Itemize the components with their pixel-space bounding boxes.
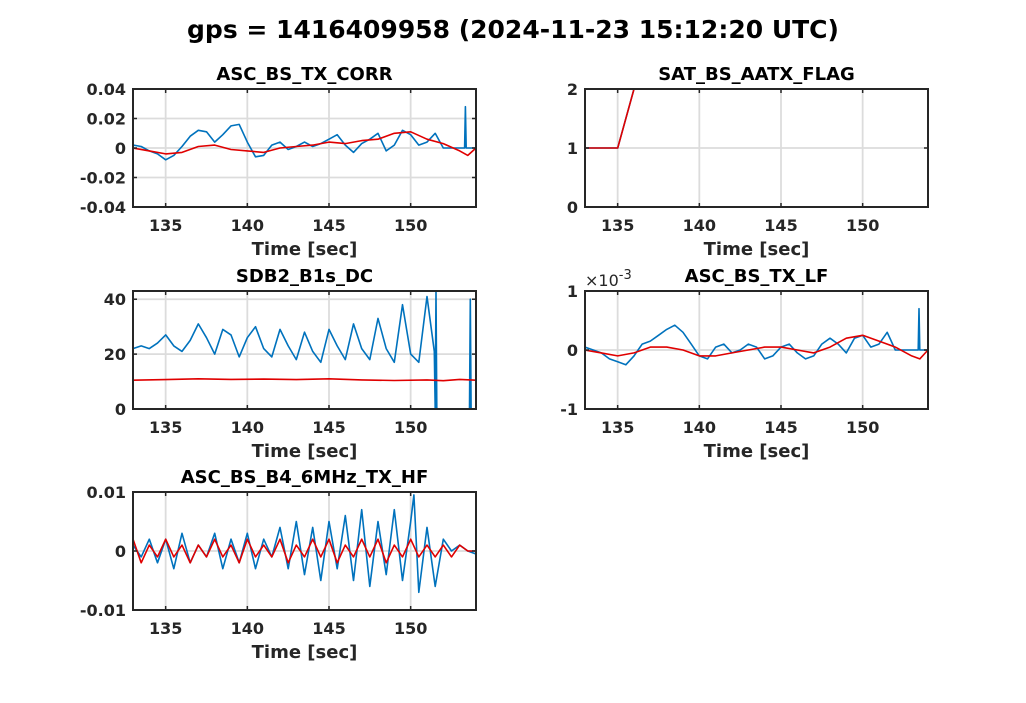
x-tick-label: 135 (149, 216, 182, 235)
y-tick-label: 2 (567, 80, 578, 99)
x-tick-label: 150 (394, 619, 427, 638)
y-tick-label: 0 (115, 542, 126, 561)
y-tick-label: 1 (567, 282, 578, 301)
x-tick-label: 150 (846, 418, 879, 437)
x-tick-label: 135 (149, 619, 182, 638)
subplot-title: ASC_BS_TX_CORR (216, 64, 392, 85)
subplot-5: 135 140 145 150 -0.01 0 0.01 ASC_BS_B4_6MHz_TX_… (80, 467, 477, 663)
y-tick-label: 20 (104, 345, 126, 364)
y-tick-label: 0 (567, 341, 578, 360)
subplot-3: 135 140 145 150 0 20 40 SDB2_B1s_DC Time [sec] (104, 266, 477, 462)
subplot-1: 135 140 145 150 -0.04 -0.02 0 0.02 0.04 ASC_BS_TX… (80, 64, 477, 260)
x-tick-label: 135 (149, 418, 182, 437)
series-red-line (133, 538, 476, 564)
y-tick-label: 0.04 (87, 80, 126, 99)
series-blue-line (133, 291, 476, 409)
y-tick-label: 0.02 (87, 110, 126, 129)
x-axis-label: Time [sec] (704, 441, 810, 462)
x-tick-label: 140 (683, 418, 716, 437)
y-tick-label: 0 (567, 198, 578, 217)
x-tick-label: 135 (601, 216, 634, 235)
axis-exponent-label: ×10-3 (585, 268, 632, 290)
x-tick-label: 140 (231, 216, 264, 235)
x-tick-label: 145 (312, 418, 345, 437)
series-red-line (133, 377, 476, 382)
figure-suptitle: gps = 1416409958 (2024-11-23 15:12:20 UT… (187, 15, 839, 44)
y-tick-label: -0.02 (80, 169, 126, 188)
plot-area (133, 291, 476, 409)
subplot-4: 135 140 145 150 -1 0 1 ASC_BS_TX_LF Time [sec] ×1… (560, 266, 929, 462)
y-tick-label: 0 (115, 139, 126, 158)
y-tick-label: -0.04 (80, 198, 126, 217)
subplot-title: SAT_BS_AATX_FLAG (658, 64, 855, 85)
x-tick-label: 140 (231, 418, 264, 437)
subplot-title: ASC_BS_B4_6MHz_TX_HF (181, 467, 429, 488)
x-tick-label: 135 (601, 418, 634, 437)
x-tick-label: 145 (764, 216, 797, 235)
x-tick-label: 145 (312, 216, 345, 235)
y-tick-label: -1 (560, 400, 578, 419)
x-axis-label: Time [sec] (252, 642, 358, 663)
x-tick-label: 150 (394, 216, 427, 235)
y-tick-label: 0 (115, 400, 126, 419)
series-red-line (133, 131, 476, 157)
x-tick-label: 140 (231, 619, 264, 638)
y-tick-label: 0.01 (87, 483, 126, 502)
subplot-title: ASC_BS_TX_LF (685, 266, 829, 287)
x-axis-label: Time [sec] (252, 239, 358, 260)
series-red-line (585, 89, 928, 149)
x-tick-label: 140 (683, 216, 716, 235)
x-tick-label: 150 (394, 418, 427, 437)
subplot-title: SDB2_B1s_DC (236, 266, 373, 287)
y-tick-label: 40 (104, 290, 126, 309)
subplot-grid: 135 140 145 150-0.04-0.0200.020.04ASC_BS_TX… (80, 64, 929, 663)
series-blue-line (585, 307, 928, 366)
x-tick-label: 145 (312, 619, 345, 638)
series-red-line (585, 334, 928, 360)
x-axis-label: Time [sec] (252, 441, 358, 462)
y-tick-label: -0.01 (80, 601, 126, 620)
x-tick-label: 145 (764, 418, 797, 437)
x-axis-label: Time [sec] (704, 239, 810, 260)
subplot-2: 135 140 145 150 0 1 2 SAT_BS_AATX_FLAG Time [sec… (567, 64, 929, 260)
y-tick-label: 1 (567, 139, 578, 158)
axes-frame (132, 290, 477, 410)
x-tick-label: 150 (846, 216, 879, 235)
